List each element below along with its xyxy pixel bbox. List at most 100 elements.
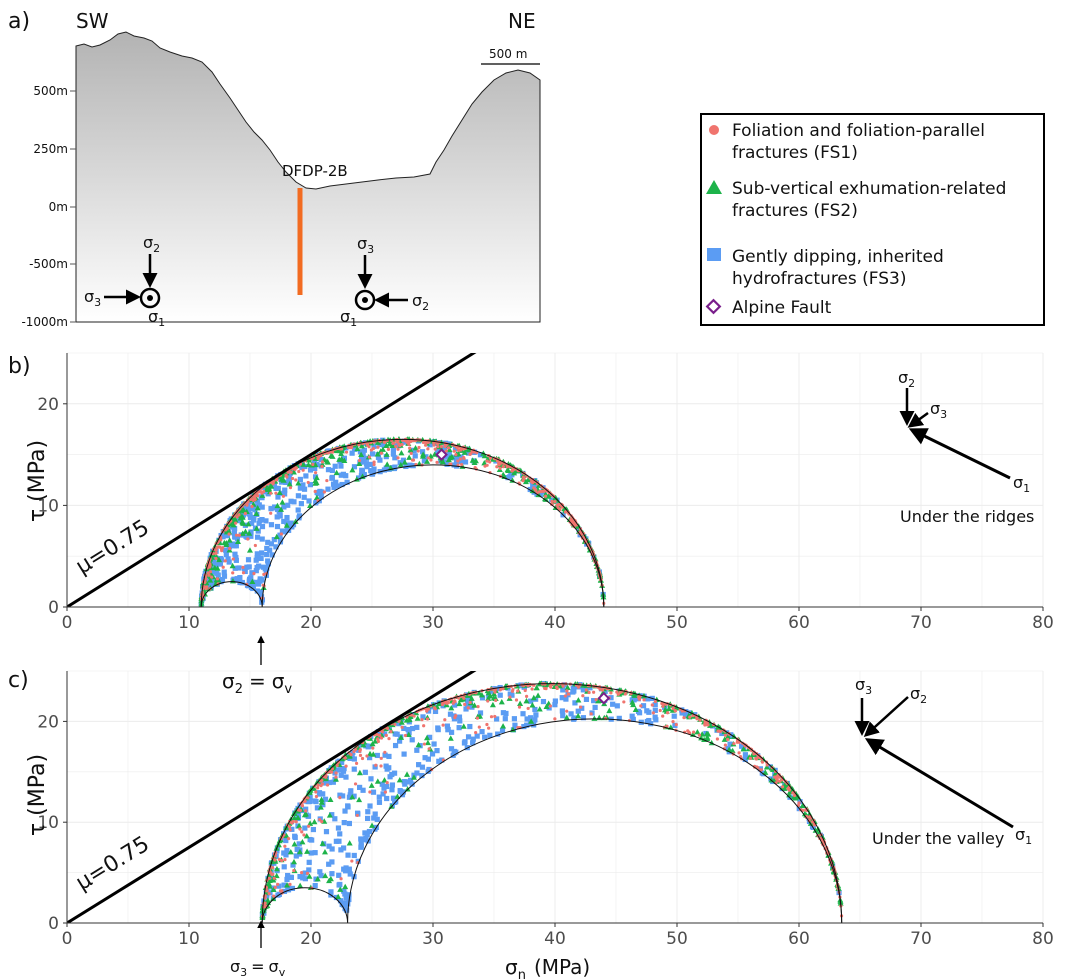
- point-fs1: [671, 706, 675, 711]
- point-fs3: [527, 715, 534, 721]
- point-fs2: [404, 771, 411, 777]
- point-fs3: [375, 454, 382, 460]
- point-fs1: [288, 882, 292, 886]
- point-fs3: [307, 836, 313, 843]
- point-fs3: [252, 507, 258, 513]
- point-fs2: [383, 451, 390, 457]
- mohr-plot-ridges: μ=0.75 0 10 20 30 40 50 60 70 80 0 10 20: [37, 352, 1054, 633]
- point-fs3: [284, 479, 290, 486]
- point-fs3: [297, 476, 303, 483]
- point-fs1: [214, 548, 218, 552]
- point-fs2: [322, 872, 329, 879]
- point-fs3: [527, 486, 533, 493]
- point-fs1: [290, 821, 294, 825]
- point-fs3: [267, 547, 273, 553]
- point-fs3: [302, 870, 308, 876]
- point-fs3: [351, 464, 358, 470]
- point-fs3: [389, 782, 396, 788]
- point-fs1: [792, 793, 797, 798]
- point-fs3: [233, 554, 239, 561]
- point-fs3: [406, 462, 412, 469]
- point-fs2: [528, 718, 535, 724]
- point-fs1: [265, 889, 269, 893]
- data-points: [198, 436, 607, 607]
- point-fs3: [318, 456, 324, 463]
- point-fs3: [257, 589, 264, 595]
- point-fs1: [765, 763, 769, 767]
- point-fs3: [532, 706, 538, 713]
- point-fs1: [272, 894, 276, 898]
- point-fs1: [622, 700, 626, 704]
- point-fs3: [247, 514, 254, 520]
- point-fs3: [307, 482, 313, 488]
- point-fs3: [499, 728, 506, 734]
- point-fs1: [235, 533, 239, 537]
- point-fs2: [356, 460, 363, 466]
- point-fs3: [341, 888, 347, 894]
- point-fs1: [288, 828, 292, 832]
- point-fs2: [542, 491, 549, 497]
- point-fs3: [302, 876, 308, 882]
- point-fs1: [445, 701, 449, 705]
- x-tick-label: 50: [666, 929, 688, 949]
- point-fs2: [405, 731, 412, 738]
- data-points: [259, 680, 844, 920]
- point-fs3: [233, 557, 239, 563]
- point-fs1: [396, 456, 400, 460]
- point-fs2: [666, 705, 673, 712]
- mohr-circles: [200, 438, 605, 607]
- point-fs3: [258, 577, 265, 583]
- point-fs1: [246, 537, 250, 541]
- point-fs2: [302, 810, 309, 817]
- point-fs2: [384, 461, 391, 467]
- point-fs1: [231, 571, 235, 575]
- point-fs1: [288, 486, 293, 490]
- point-fs1: [237, 513, 241, 517]
- point-fs3: [345, 901, 351, 907]
- point-fs1: [409, 451, 413, 455]
- point-fs1: [579, 705, 583, 709]
- point-fs3: [303, 473, 309, 479]
- point-fs2: [270, 886, 277, 892]
- point-fs1: [651, 711, 655, 715]
- point-fs1: [682, 716, 686, 720]
- svg-text:Foliation and foliation-parall: Foliation and foliation-parallel: [732, 121, 985, 141]
- depth-label: -1000m: [21, 315, 68, 329]
- point-fs3: [330, 779, 336, 785]
- point-fs1: [658, 708, 662, 713]
- point-fs3: [296, 515, 302, 521]
- point-fs1: [671, 720, 675, 724]
- point-fs3: [454, 454, 460, 460]
- point-fs3: [409, 737, 415, 743]
- point-fs1: [514, 698, 519, 702]
- point-fs1: [735, 740, 739, 744]
- point-fs3: [308, 850, 314, 856]
- point-fs3: [646, 717, 652, 724]
- point-fs3: [644, 708, 650, 714]
- point-fs1: [553, 500, 557, 504]
- point-fs3: [616, 715, 622, 721]
- point-fs2: [367, 750, 374, 757]
- mohr-circle: [261, 887, 349, 923]
- point-fs1: [440, 702, 445, 707]
- point-fs1: [485, 459, 489, 463]
- point-fs3: [727, 741, 733, 747]
- point-fs1: [396, 447, 400, 451]
- point-fs1: [320, 782, 324, 786]
- point-fs1: [322, 490, 327, 494]
- point-fs2: [317, 804, 324, 810]
- point-fs3: [246, 578, 252, 584]
- point-fs3: [289, 885, 296, 892]
- point-fs3: [243, 533, 249, 539]
- point-fs1: [400, 725, 404, 729]
- point-fs1: [488, 460, 492, 464]
- point-fs3: [318, 494, 324, 500]
- point-fs1: [294, 478, 298, 482]
- point-fs3: [343, 907, 350, 913]
- point-fs3: [537, 491, 543, 498]
- point-fs3: [274, 514, 280, 520]
- point-fs3: [310, 826, 317, 833]
- legend-item-fs3: Gently dipping, inherited hydrofractures…: [707, 247, 944, 289]
- point-fs1: [600, 688, 605, 692]
- point-fs1: [290, 476, 295, 481]
